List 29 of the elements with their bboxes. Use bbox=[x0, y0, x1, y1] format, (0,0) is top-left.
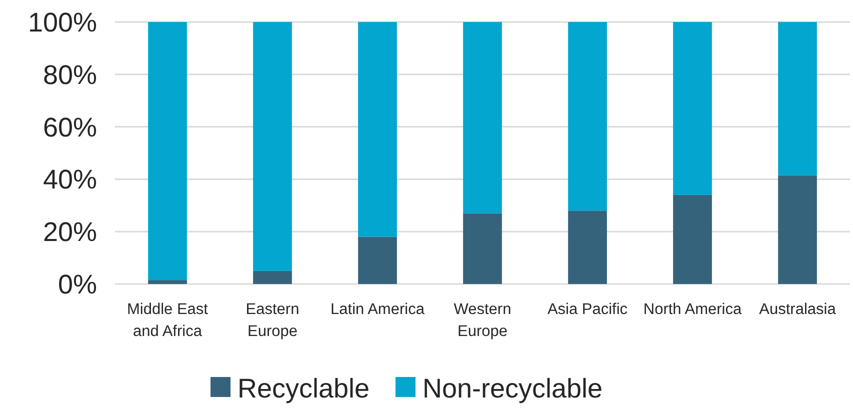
y-tick-label: 40% bbox=[42, 164, 97, 195]
x-tick-label: North America bbox=[643, 301, 742, 318]
bar bbox=[463, 213, 502, 284]
bar bbox=[358, 22, 397, 237]
bar bbox=[253, 22, 292, 271]
bar bbox=[673, 194, 712, 284]
y-tick-label: 20% bbox=[42, 217, 97, 248]
bar bbox=[148, 22, 187, 280]
x-tick-label: Asia Pacific bbox=[547, 301, 628, 318]
y-tick-label: 60% bbox=[42, 112, 97, 142]
x-tick-label: Eastern Europe bbox=[246, 301, 300, 340]
y-tick-label: 80% bbox=[42, 60, 97, 90]
x-tick-label: Australasia bbox=[759, 301, 836, 318]
y-tick-label: 100% bbox=[28, 7, 97, 38]
bar bbox=[568, 210, 607, 284]
y-tick-label: 0% bbox=[58, 269, 97, 300]
legend-label: Recyclable bbox=[238, 373, 370, 404]
bar bbox=[568, 22, 607, 211]
bar bbox=[253, 270, 292, 284]
bar bbox=[148, 280, 187, 284]
bar bbox=[463, 22, 502, 214]
x-tick-label: Latin America bbox=[330, 301, 425, 318]
bar bbox=[778, 175, 817, 284]
bar bbox=[673, 22, 712, 195]
bar bbox=[358, 236, 397, 284]
legend-label: Non-recyclable bbox=[422, 373, 603, 404]
x-tick-label: Western Europe bbox=[454, 301, 512, 340]
bar bbox=[778, 22, 817, 176]
x-tick-label: Middle East and Africa bbox=[127, 301, 209, 340]
